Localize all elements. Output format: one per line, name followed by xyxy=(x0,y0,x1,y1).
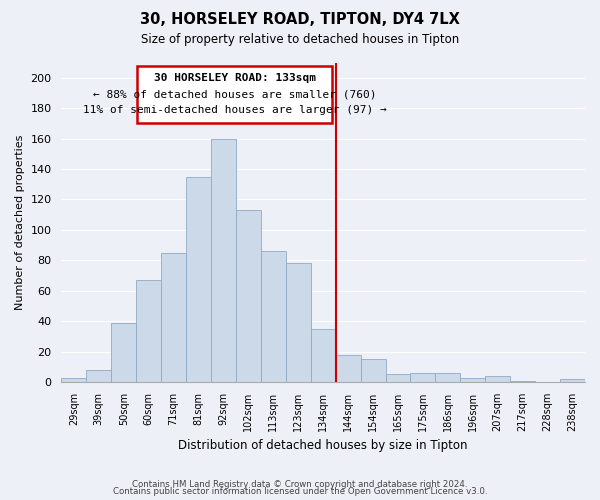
Bar xyxy=(335,354,361,382)
Bar xyxy=(460,378,485,382)
Bar xyxy=(261,251,286,382)
Bar xyxy=(361,359,386,382)
Bar xyxy=(485,376,510,382)
Bar xyxy=(560,379,585,382)
Text: Size of property relative to detached houses in Tipton: Size of property relative to detached ho… xyxy=(141,32,459,46)
Text: 11% of semi-detached houses are larger (97) →: 11% of semi-detached houses are larger (… xyxy=(83,104,386,115)
Bar xyxy=(311,329,335,382)
Bar xyxy=(86,370,111,382)
Bar xyxy=(386,374,410,382)
Bar xyxy=(410,373,436,382)
Text: Contains public sector information licensed under the Open Government Licence v3: Contains public sector information licen… xyxy=(113,488,487,496)
Bar xyxy=(61,378,86,382)
Bar xyxy=(211,138,236,382)
Bar xyxy=(111,322,136,382)
Text: ← 88% of detached houses are smaller (760): ← 88% of detached houses are smaller (76… xyxy=(93,90,376,100)
Y-axis label: Number of detached properties: Number of detached properties xyxy=(15,134,25,310)
FancyBboxPatch shape xyxy=(137,66,332,124)
Bar xyxy=(510,380,535,382)
X-axis label: Distribution of detached houses by size in Tipton: Distribution of detached houses by size … xyxy=(178,440,468,452)
Bar xyxy=(186,176,211,382)
Text: 30 HORSELEY ROAD: 133sqm: 30 HORSELEY ROAD: 133sqm xyxy=(154,72,316,83)
Bar xyxy=(136,280,161,382)
Bar xyxy=(286,264,311,382)
Bar xyxy=(236,210,261,382)
Text: Contains HM Land Registry data © Crown copyright and database right 2024.: Contains HM Land Registry data © Crown c… xyxy=(132,480,468,489)
Bar xyxy=(436,373,460,382)
Bar xyxy=(161,252,186,382)
Text: 30, HORSELEY ROAD, TIPTON, DY4 7LX: 30, HORSELEY ROAD, TIPTON, DY4 7LX xyxy=(140,12,460,28)
